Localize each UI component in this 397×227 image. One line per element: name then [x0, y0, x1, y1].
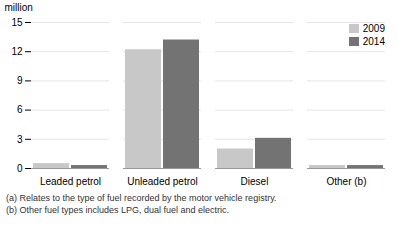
svg-text:0: 0	[17, 163, 23, 174]
svg-text:3: 3	[17, 134, 23, 145]
svg-text:Diesel: Diesel	[241, 176, 269, 187]
svg-text:Unleaded petrol: Unleaded petrol	[127, 176, 198, 187]
html-text:(b) Other fuel types includes: (b) Other fuel types includes LPG, dual …	[6, 205, 230, 215]
svg-text:15: 15	[11, 17, 23, 28]
svg-text:9: 9	[17, 75, 23, 86]
html-text:2009: 2009	[362, 23, 385, 34]
svg-text:12: 12	[11, 46, 23, 57]
svg-text:6: 6	[17, 104, 23, 115]
html-text:(a) Relates to the type of fue: (a) Relates to the type of fuel recorded…	[6, 193, 277, 203]
svg-text:Other (b): Other (b)	[326, 176, 366, 187]
svg-text:Leaded petrol: Leaded petrol	[40, 176, 101, 187]
html-text:2014: 2014	[362, 36, 385, 47]
svg-text:million: million	[5, 2, 33, 13]
